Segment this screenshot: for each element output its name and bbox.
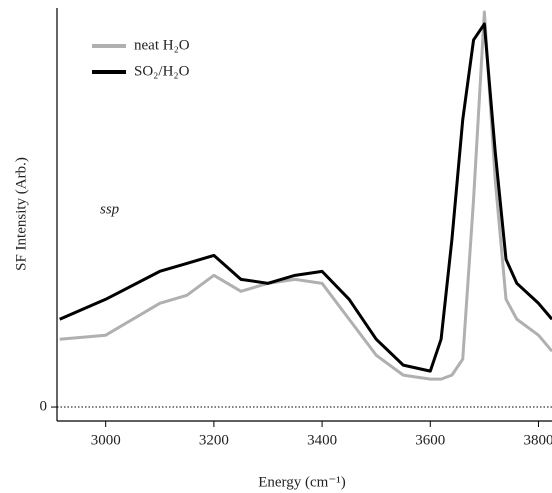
annotation: ssp <box>100 201 120 217</box>
legend-label: neat H₂O <box>134 37 190 53</box>
series-line <box>59 22 552 373</box>
series-line <box>59 10 552 381</box>
y-tick-label: 0 <box>40 398 48 414</box>
y-axis-label: SF Intensity (Arb.) <box>13 157 29 271</box>
x-tick-label: 3000 <box>91 432 121 448</box>
x-tick-label: 3400 <box>307 432 337 448</box>
x-tick-label: 3800 <box>523 432 552 448</box>
x-tick-label: 3600 <box>415 432 445 448</box>
x-tick-label: 3200 <box>199 432 229 448</box>
x-axis-label: Energy (cm⁻¹) <box>258 474 346 490</box>
legend-label: SO₂/H₂O <box>134 63 190 79</box>
